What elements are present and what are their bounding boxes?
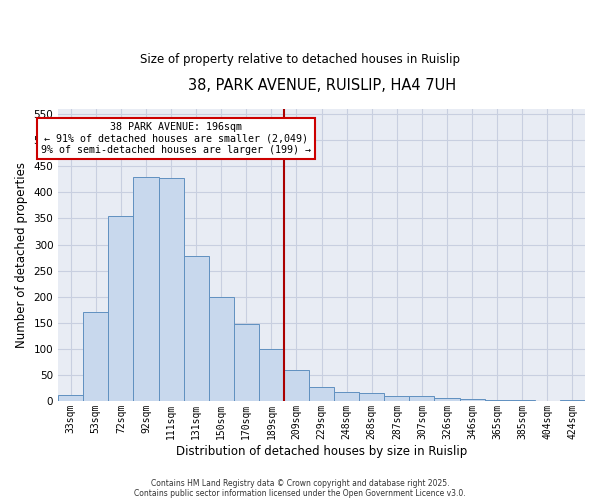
Bar [409,396,434,401]
X-axis label: Distribution of detached houses by size in Ruislip: Distribution of detached houses by size … [176,444,467,458]
Bar [58,394,83,401]
Text: 38 PARK AVENUE: 196sqm
← 91% of detached houses are smaller (2,049)
9% of semi-d: 38 PARK AVENUE: 196sqm ← 91% of detached… [41,122,311,155]
Text: Size of property relative to detached houses in Ruislip: Size of property relative to detached ho… [140,52,460,66]
Bar [309,387,334,401]
Bar [385,396,409,401]
Y-axis label: Number of detached properties: Number of detached properties [15,162,28,348]
Bar [109,216,133,401]
Bar [158,178,184,401]
Bar [209,296,234,401]
Bar [334,392,359,401]
Text: Contains public sector information licensed under the Open Government Licence v3: Contains public sector information licen… [134,488,466,498]
Bar [510,400,535,401]
Bar [434,398,460,401]
Bar [234,324,259,401]
Bar [259,349,284,401]
Bar [560,400,585,401]
Bar [133,176,158,401]
Bar [83,312,109,401]
Text: Contains HM Land Registry data © Crown copyright and database right 2025.: Contains HM Land Registry data © Crown c… [151,478,449,488]
Bar [485,400,510,401]
Title: 38, PARK AVENUE, RUISLIP, HA4 7UH: 38, PARK AVENUE, RUISLIP, HA4 7UH [188,78,455,92]
Bar [359,393,385,401]
Bar [460,400,485,401]
Bar [284,370,309,401]
Bar [184,256,209,401]
